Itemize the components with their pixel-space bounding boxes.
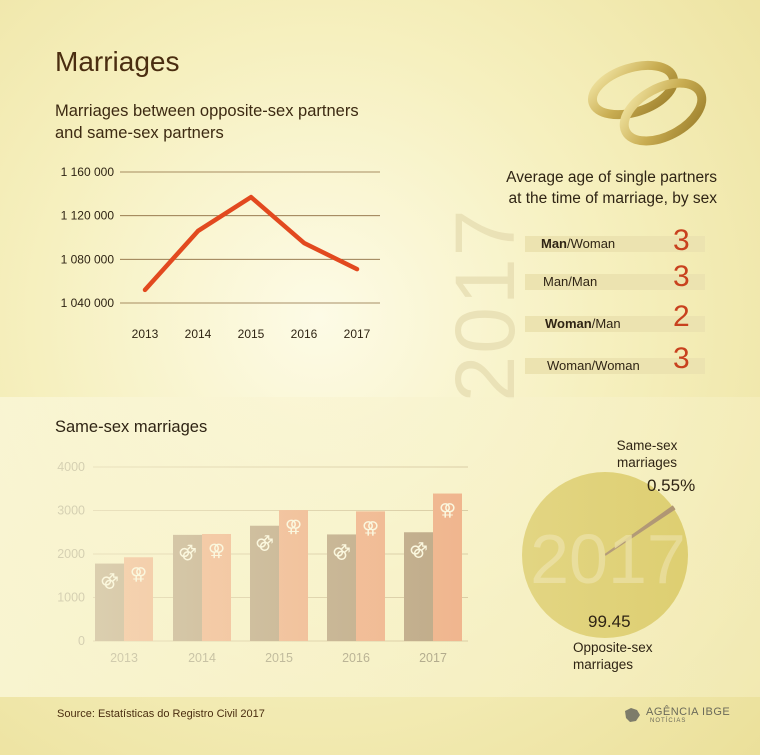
- age-row-man-woman: Man/Woman 3: [525, 226, 705, 256]
- age-panel-title: Average age of single partners at the ti…: [462, 167, 717, 209]
- age-row-label-rest: /Woman: [567, 236, 616, 251]
- page-title: Marriages: [55, 46, 180, 77]
- line-ytick-label: 1 120 000: [61, 209, 115, 223]
- wedding-rings-icon: [587, 60, 707, 146]
- age-row-value: 2: [673, 300, 690, 333]
- bottom-panel: [0, 397, 760, 697]
- line-chart: 1 040 000 1 080 000 1 120 000 1 160 000 2013…: [61, 165, 380, 341]
- pie-label-same-sex: Same-sex marriages: [592, 437, 702, 471]
- age-row-label-bold: Man: [541, 236, 567, 251]
- subtitle-line-2: and same-sex partners: [55, 124, 224, 142]
- line-series: [142, 194, 360, 293]
- age-row-label: Man/Woman: [541, 236, 615, 252]
- pie-label-top-line-2: marriages: [616, 455, 678, 470]
- line-ytick-label: 1 080 000: [61, 252, 115, 266]
- age-row-label-rest: /Man: [591, 316, 621, 331]
- subtitle-line-1: Marriages between opposite-sex partners: [55, 102, 359, 120]
- pie-label-bottom-line-1: Opposite-sex: [573, 640, 653, 655]
- age-title-line-1: Average age of single partners: [506, 169, 717, 186]
- bar-chart-title: Same-sex marriages: [55, 418, 208, 436]
- line-ytick-label: 1 040 000: [61, 296, 115, 310]
- age-title-line-2: at the time of marriage, by sex: [508, 190, 717, 207]
- age-row-label: Man/Man: [543, 274, 597, 290]
- line-xtick-label: 2014: [185, 327, 212, 341]
- line-xtick-label: 2016: [291, 327, 318, 341]
- age-row-label-rest: Woman/Woman: [547, 358, 640, 373]
- age-row-value: 3: [673, 260, 690, 293]
- age-row-label-bold: Woman: [545, 316, 592, 331]
- pie-value-opposite-sex: 99.45: [588, 612, 631, 631]
- age-row-woman-woman: Woman/Woman 3: [525, 344, 705, 374]
- brazil-map-icon: [625, 708, 640, 722]
- pie-value-same-sex: 0.55%: [647, 476, 696, 495]
- logo-main-text: AGÊNCIA IBGE: [646, 706, 731, 718]
- source-note: Source: Estatísticas do Registro Civil 2…: [57, 708, 265, 720]
- line-xtick-label: 2015: [238, 327, 265, 341]
- age-row-label: Woman/Woman: [547, 358, 640, 374]
- age-row-man-man: Man/Man 3: [525, 262, 705, 292]
- pie-label-top-line-1: Same-sex: [616, 438, 678, 453]
- age-row-label-rest: Man/Man: [543, 274, 598, 289]
- logo-sub-text: NOTÍCIAS: [650, 718, 687, 724]
- pie-label-bottom-line-2: marriages: [573, 657, 634, 672]
- line-xtick-label: 2017: [344, 327, 371, 341]
- line-xtick-label: 2013: [132, 327, 159, 341]
- pie-label-opposite-sex: Opposite-sex marriages: [573, 639, 653, 673]
- line-chart-title: Marriages between opposite-sex partners …: [55, 100, 415, 144]
- age-row-value: 3: [673, 342, 690, 375]
- line-ytick-label: 1 160 000: [61, 165, 115, 179]
- age-row-label: Woman/Man: [545, 316, 621, 332]
- age-row-value: 3: [673, 224, 690, 257]
- agency-logo: AGÊNCIA IBGE NOTÍCIAS: [622, 706, 730, 724]
- age-row-woman-man: Woman/Man 2: [525, 302, 705, 332]
